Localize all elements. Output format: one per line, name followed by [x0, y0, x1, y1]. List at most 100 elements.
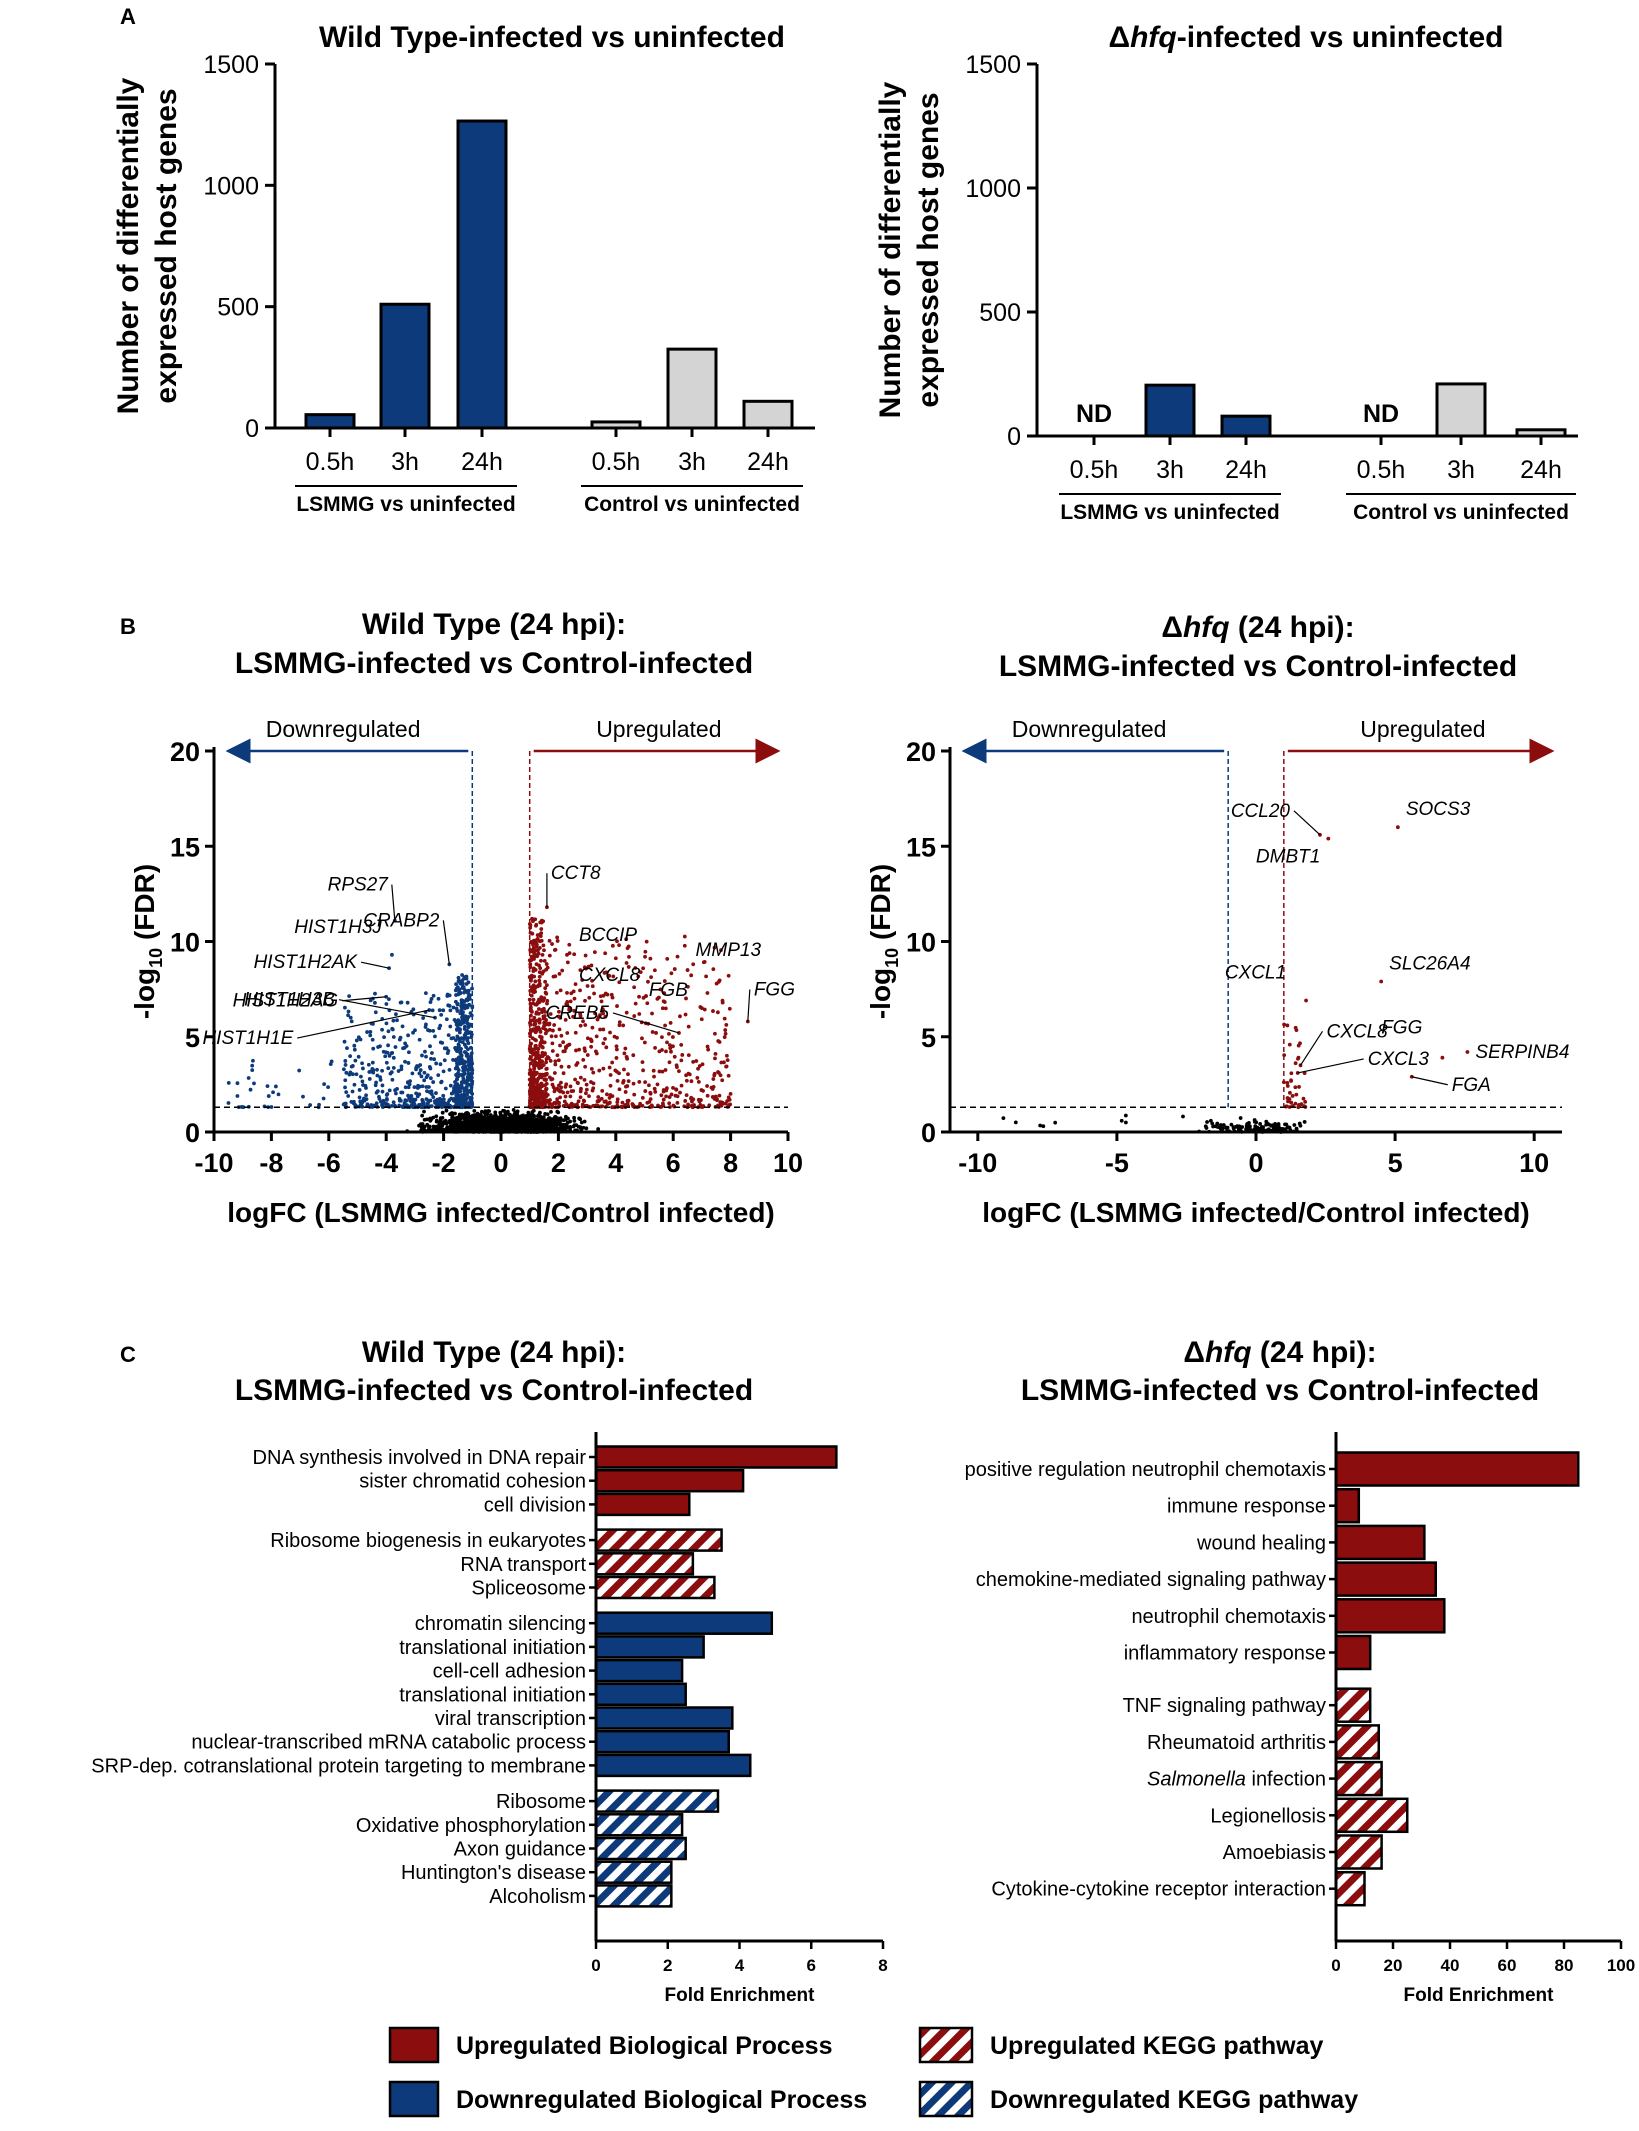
point: [1038, 1123, 1043, 1128]
x-tick-label: 6: [666, 1148, 681, 1178]
point: [410, 1071, 415, 1076]
point: [576, 1081, 580, 1086]
point: [565, 1002, 570, 1007]
point: [391, 1066, 396, 1070]
point: [396, 1069, 401, 1073]
x-tick-label: 3h: [1447, 456, 1475, 484]
point: [463, 988, 467, 993]
point: [679, 1042, 684, 1047]
point: [394, 1091, 398, 1096]
point: [494, 1125, 499, 1130]
point: [512, 1112, 517, 1117]
point: [687, 1072, 692, 1077]
gene-leader-line: [442, 920, 450, 965]
point: [614, 1044, 619, 1049]
point: [537, 1096, 542, 1101]
point: [434, 1119, 439, 1124]
point: [663, 1023, 667, 1028]
point: [549, 1109, 553, 1114]
point: [637, 1080, 642, 1084]
x-tick-label: 0.5h: [1357, 456, 1406, 484]
point: [577, 1047, 582, 1052]
point: [588, 1105, 593, 1110]
gene-label-ccl20: CCL20: [1231, 801, 1291, 822]
point: [557, 1009, 561, 1014]
gene-label-slc26a4: SLC26A4: [1389, 954, 1470, 975]
point: [1297, 1102, 1301, 1107]
y-axis-label: -log10 (FDR): [129, 864, 166, 1019]
x-tick-label: 0: [1331, 1956, 1340, 1975]
point: [1285, 1096, 1290, 1100]
point: [387, 1088, 392, 1093]
point: [608, 1093, 613, 1097]
category-label: viral transcription: [435, 1708, 586, 1730]
point: [436, 996, 441, 1001]
point: [655, 1082, 660, 1087]
point: [727, 1006, 732, 1011]
point: [641, 1068, 645, 1073]
point: [365, 1030, 369, 1034]
point: [584, 1126, 589, 1131]
bar-control-0.5h: [590, 420, 642, 430]
point: [1301, 1096, 1306, 1101]
point: [534, 1061, 538, 1065]
gene-label-mmp13: MMP13: [696, 940, 762, 961]
point: [686, 1102, 690, 1107]
point: [1240, 1125, 1245, 1129]
point: [668, 1046, 673, 1051]
point: [539, 1081, 544, 1086]
gene-leader-line: [1293, 810, 1321, 836]
point: [650, 1030, 655, 1034]
point: [575, 1102, 579, 1107]
point: [434, 1091, 438, 1095]
point: [701, 1089, 705, 1093]
point: [584, 1082, 589, 1087]
point: [549, 1077, 554, 1082]
point: [464, 976, 469, 981]
point: [513, 1116, 518, 1121]
point: [534, 1043, 538, 1048]
point: [456, 975, 461, 980]
point: [544, 1066, 549, 1071]
point: [548, 1058, 553, 1063]
point: [672, 1054, 677, 1059]
point: [412, 1085, 417, 1089]
point: [488, 1119, 493, 1124]
point: [586, 964, 591, 969]
point: [1293, 1061, 1298, 1066]
group-label: Control vs uninfected: [584, 493, 800, 516]
point: [584, 1087, 589, 1092]
point: [578, 1117, 583, 1122]
point: [696, 1080, 701, 1084]
point: [462, 1116, 466, 1121]
point: [686, 1053, 691, 1058]
point: [660, 1035, 664, 1040]
x-tick-label: 40: [1441, 1956, 1460, 1975]
point: [589, 1080, 593, 1084]
y-tick-label: 1000: [203, 172, 259, 200]
point: [581, 1098, 586, 1103]
point: [352, 1043, 357, 1048]
point: [541, 1094, 546, 1099]
point: [532, 987, 537, 992]
point: [543, 1031, 548, 1036]
point: [530, 1123, 535, 1128]
chart-subtitle: LSMMG-infected vs Control-infected: [235, 1374, 753, 1407]
legend-swatch-down-kegg: [918, 2080, 974, 2118]
gene-label-cct8: CCT8: [551, 863, 601, 884]
point: [434, 1061, 439, 1066]
chart-title: Δhfq (24 hpi):: [1161, 611, 1354, 644]
point: [367, 1070, 372, 1074]
point: [407, 1082, 412, 1087]
point: [667, 1043, 672, 1048]
point: [441, 1008, 446, 1013]
point: [431, 1095, 436, 1099]
bar-up-bp: [1334, 1451, 1580, 1487]
point: [531, 942, 535, 947]
gene-label-creb5: CREB5: [546, 1003, 610, 1024]
point: [467, 997, 472, 1001]
point: [529, 993, 534, 998]
point: [530, 1036, 535, 1041]
point: [558, 1043, 562, 1048]
point: [596, 1127, 601, 1131]
